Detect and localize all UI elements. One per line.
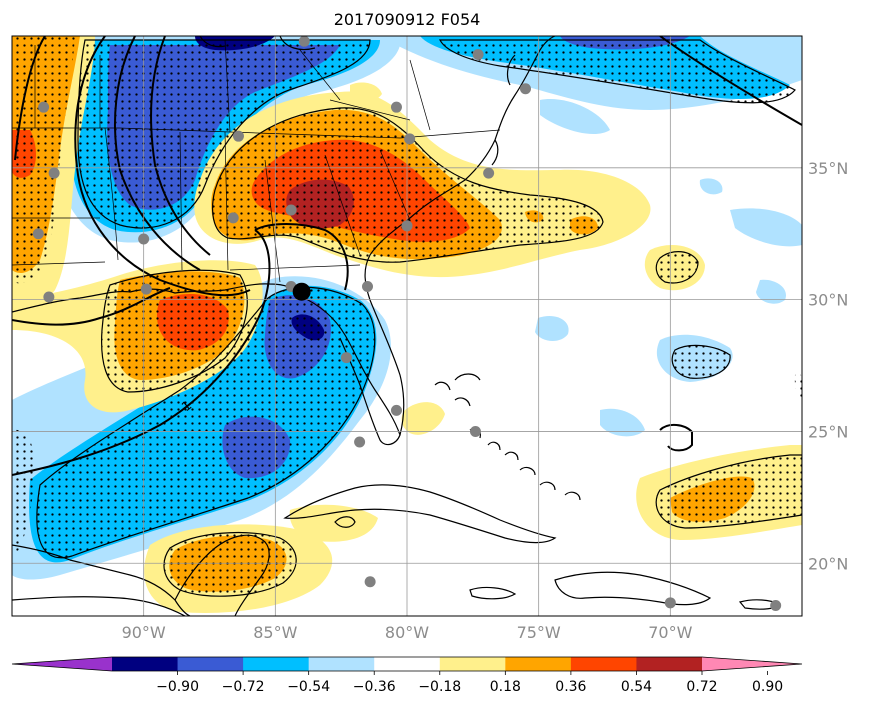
station-marker	[38, 101, 50, 113]
station-markers	[32, 36, 782, 611]
station-marker	[340, 352, 352, 364]
longitude-label: 70°W	[648, 623, 692, 642]
colorbar-tick-label: −0.72	[222, 679, 265, 695]
storm-center-marker	[292, 282, 311, 301]
station-marker	[390, 101, 402, 113]
colorbar-tick-label: 0.54	[621, 679, 652, 695]
longitude-label: 90°W	[122, 623, 166, 642]
colorbar-segment	[243, 657, 310, 671]
station-marker	[664, 597, 676, 609]
station-marker	[770, 599, 782, 611]
station-marker	[404, 133, 416, 145]
station-marker	[520, 83, 531, 95]
colorbar-tick-label: 0.36	[555, 679, 586, 695]
longitude-label: 85°W	[253, 623, 297, 642]
station-marker	[362, 280, 373, 292]
colorbar-tick-label: −0.54	[287, 679, 330, 695]
latitude-labels: 20°N 25°N 30°N 35°N	[808, 159, 848, 573]
colorbar-tick-label: −0.18	[418, 679, 461, 695]
station-marker	[138, 233, 150, 245]
colorbar-tick-label: −0.90	[156, 679, 199, 695]
colorbar-segment	[570, 657, 637, 671]
station-marker	[232, 130, 244, 142]
colorbar-segment	[112, 657, 179, 671]
station-marker	[472, 48, 484, 60]
station-marker	[227, 212, 239, 224]
map-frame	[11, 35, 803, 617]
latitude-label: 30°N	[808, 291, 848, 310]
longitude-label: 75°W	[517, 623, 561, 642]
colorbar-segment	[308, 657, 375, 671]
state-borders	[12, 39, 501, 283]
colorbar-segment	[439, 657, 506, 671]
latitude-label: 20°N	[808, 554, 848, 573]
map-panel: 1	[12, 36, 802, 616]
station-marker	[364, 576, 376, 588]
colorbar-outline	[11, 656, 803, 672]
significance-contours	[36, 39, 802, 597]
colorbar-max-extend	[702, 657, 802, 671]
colorbar-tick-label: 0.90	[752, 679, 783, 695]
latitude-label: 25°N	[808, 422, 848, 441]
colorbar-tick-label: −0.36	[353, 679, 396, 695]
graticule	[12, 36, 802, 616]
map-title: 2017090912 F054	[334, 10, 481, 29]
station-marker	[390, 404, 402, 416]
longitude-label: 80°W	[385, 623, 429, 642]
station-marker	[43, 291, 55, 303]
longitude-labels: 90°W 85°W 80°W 75°W 70°W	[122, 623, 693, 642]
station-marker	[32, 228, 44, 240]
station-marker	[401, 220, 413, 232]
station-marker	[285, 204, 297, 216]
station-marker	[298, 36, 310, 47]
colorbar-min-extend	[12, 657, 112, 671]
colorbar-tick-label: 0.72	[686, 679, 717, 695]
colorbar: −0.90 −0.72 −0.54 −0.36 −0.18 0.18 0.36 0.54 0.7…	[11, 656, 803, 695]
station-marker	[354, 436, 366, 448]
station-marker	[469, 425, 481, 437]
colorbar-tick-label: 0.18	[490, 679, 521, 695]
station-marker	[48, 167, 60, 179]
latitude-label: 35°N	[808, 159, 848, 178]
station-marker	[140, 283, 152, 295]
station-marker	[483, 167, 495, 179]
colorbar-segment	[374, 657, 441, 671]
thick-contours	[12, 36, 802, 476]
colorbar-segment	[177, 657, 244, 671]
colorbar-segment	[636, 657, 703, 671]
colorbar-segment	[505, 657, 572, 671]
